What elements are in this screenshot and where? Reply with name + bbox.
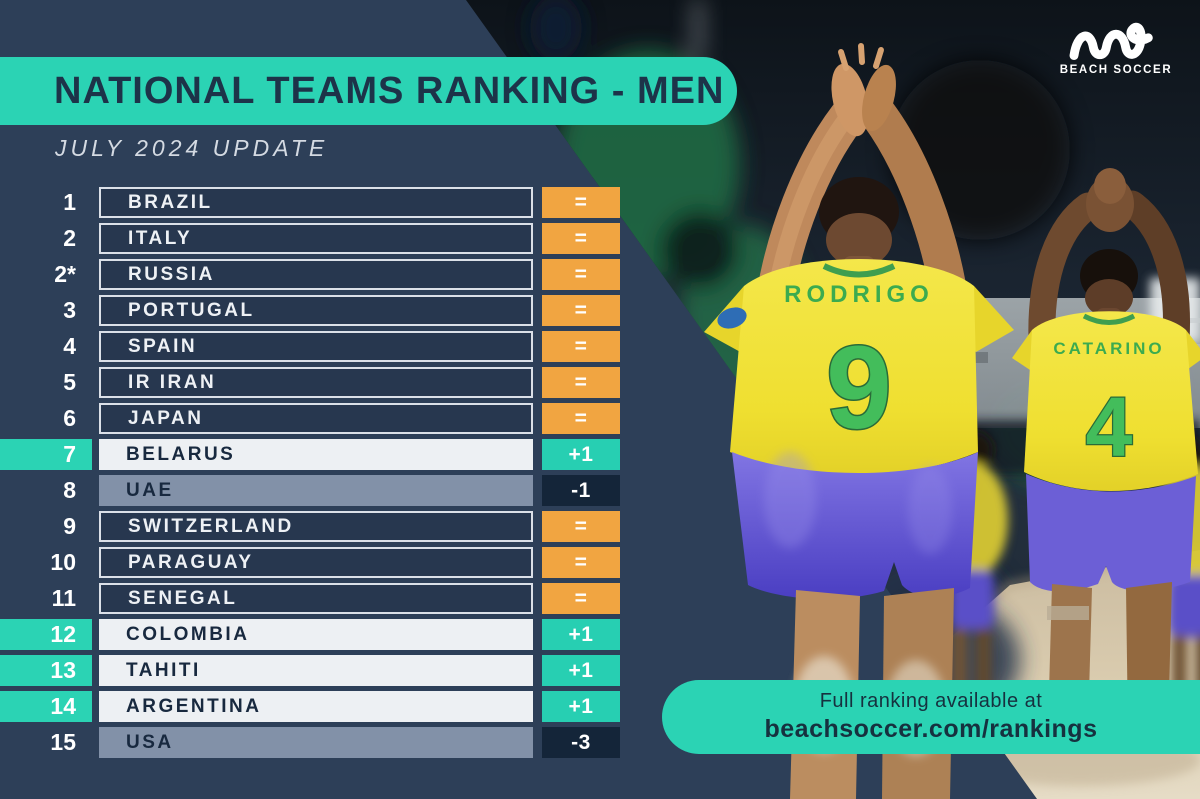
change-badge: +1 bbox=[542, 439, 620, 470]
change-badge: = bbox=[542, 511, 620, 542]
team-name-box: PORTUGAL bbox=[99, 295, 533, 326]
jersey-number-rodrigo: 9 bbox=[826, 322, 892, 454]
rank-number: 4 bbox=[63, 333, 76, 359]
rank-number: 1 bbox=[63, 189, 76, 215]
ranking-row: 4 SPAIN = bbox=[0, 331, 630, 362]
team-name-box: JAPAN bbox=[99, 403, 533, 434]
change-badge: = bbox=[542, 331, 620, 362]
ranking-row: 7 BELARUS +1 bbox=[0, 439, 630, 470]
team-name-box: SENEGAL bbox=[99, 583, 533, 614]
change-badge: = bbox=[542, 403, 620, 434]
ranking-row: 6 JAPAN = bbox=[0, 403, 630, 434]
change-badge: +1 bbox=[542, 655, 620, 686]
title-band: NATIONAL TEAMS RANKING - MEN bbox=[0, 57, 737, 125]
ranking-row: 5 IR IRAN = bbox=[0, 367, 630, 398]
change-badge: = bbox=[542, 259, 620, 290]
rank-number: 6 bbox=[63, 405, 76, 431]
ranking-row: 12 COLOMBIA +1 bbox=[0, 619, 630, 650]
change-badge: -3 bbox=[542, 727, 620, 758]
banner-url[interactable]: beachsoccer.com/rankings bbox=[764, 714, 1098, 743]
team-name-box: ITALY bbox=[99, 223, 533, 254]
subtitle: JULY 2024 UPDATE bbox=[55, 135, 329, 161]
rank-number: 7 bbox=[0, 439, 92, 470]
change-badge: = bbox=[542, 367, 620, 398]
rank-number: 10 bbox=[50, 549, 76, 575]
ranking-row: 8 UAE -1 bbox=[0, 475, 630, 506]
team-name-box: SWITZERLAND bbox=[99, 511, 533, 542]
rank-number: 13 bbox=[0, 655, 92, 686]
change-badge: = bbox=[542, 583, 620, 614]
rank-number: 2* bbox=[54, 261, 76, 287]
jersey-number-catarino: 4 bbox=[1086, 380, 1133, 474]
ranking-row: 10 PARAGUAY = bbox=[0, 547, 630, 578]
team-name-box: USA bbox=[99, 727, 533, 758]
change-badge: = bbox=[542, 295, 620, 326]
team-name-box: RUSSIA bbox=[99, 259, 533, 290]
clapping-hands bbox=[831, 43, 896, 137]
rank-number: 9 bbox=[63, 513, 76, 539]
ranking-list: 1 BRAZIL = 2 ITALY = 2* RUSSIA = 3 PORTU… bbox=[0, 187, 630, 763]
ranking-row: 15 USA -3 bbox=[0, 727, 630, 758]
ranking-row: 11 SENEGAL = bbox=[0, 583, 630, 614]
logo-wordmark: BEACH SOCCER bbox=[1059, 64, 1173, 76]
change-badge: = bbox=[542, 547, 620, 578]
rank-number: 8 bbox=[63, 477, 76, 503]
wave-squiggle-icon bbox=[1069, 22, 1153, 60]
beach-soccer-logo: BEACH SOCCER bbox=[1056, 20, 1176, 76]
player-rodrigo: RODRIGO 9 bbox=[704, 43, 1014, 799]
team-name-box: BELARUS bbox=[99, 439, 533, 470]
jersey-name-rodrigo: RODRIGO bbox=[784, 281, 934, 308]
ranking-row: 14 ARGENTINA +1 bbox=[0, 691, 630, 722]
ranking-row: 2* RUSSIA = bbox=[0, 259, 630, 290]
change-badge: = bbox=[542, 187, 620, 218]
change-badge: = bbox=[542, 223, 620, 254]
rank-number: 3 bbox=[63, 297, 76, 323]
player-catarino: CATARINO 4 bbox=[1012, 168, 1200, 745]
team-name-box: COLOMBIA bbox=[99, 619, 533, 650]
rank-number: 5 bbox=[63, 369, 76, 395]
jersey-name-catarino: CATARINO bbox=[1053, 339, 1164, 358]
change-badge: +1 bbox=[542, 619, 620, 650]
team-name-box: ARGENTINA bbox=[99, 691, 533, 722]
rank-number: 2 bbox=[63, 225, 76, 251]
team-name-box: UAE bbox=[99, 475, 533, 506]
ranking-row: 2 ITALY = bbox=[0, 223, 630, 254]
change-badge: -1 bbox=[542, 475, 620, 506]
ranking-row: 1 BRAZIL = bbox=[0, 187, 630, 218]
team-name-box: BRAZIL bbox=[99, 187, 533, 218]
team-name-box: PARAGUAY bbox=[99, 547, 533, 578]
ranking-row: 3 PORTUGAL = bbox=[0, 295, 630, 326]
ranking-row: 13 TAHITI +1 bbox=[0, 655, 630, 686]
team-name-box: IR IRAN bbox=[99, 367, 533, 398]
team-name-box: TAHITI bbox=[99, 655, 533, 686]
rank-number: 11 bbox=[51, 585, 76, 611]
ranking-row: 9 SWITZERLAND = bbox=[0, 511, 630, 542]
page-title: NATIONAL TEAMS RANKING - MEN bbox=[54, 70, 725, 112]
team-name-box: SPAIN bbox=[99, 331, 533, 362]
change-badge: +1 bbox=[542, 691, 620, 722]
rank-number: 12 bbox=[0, 619, 92, 650]
footer-banner: Full ranking available at beachsoccer.co… bbox=[662, 680, 1200, 754]
rank-number: 15 bbox=[50, 729, 76, 755]
rank-number: 14 bbox=[0, 691, 92, 722]
banner-text: Full ranking available at bbox=[819, 689, 1043, 712]
